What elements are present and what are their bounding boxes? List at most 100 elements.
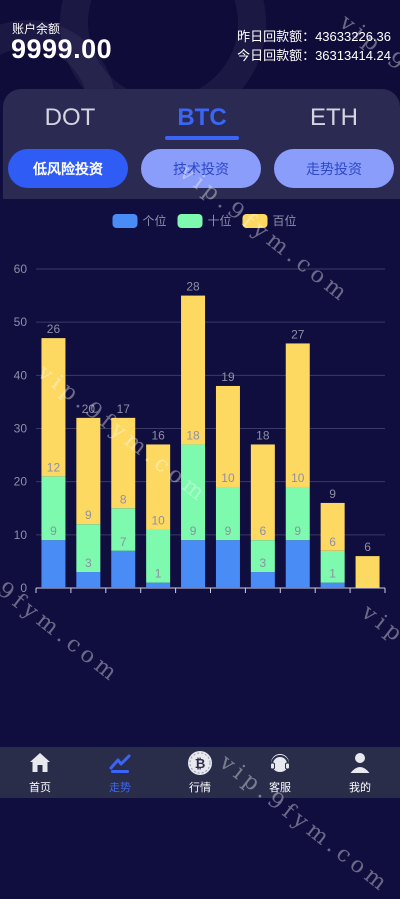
bar-segment (215, 486, 240, 541)
bar-segment (76, 572, 101, 588)
data-label: 9 (85, 508, 92, 522)
bar-segment (146, 582, 171, 588)
data-label: 9 (50, 524, 57, 538)
bar-segment (146, 529, 171, 583)
bar-segment (111, 508, 136, 551)
nav-item-service[interactable]: 客服 (240, 747, 320, 798)
bar-segment (285, 486, 310, 541)
bar-segment (215, 540, 240, 588)
legend-label: 百位 (273, 213, 297, 228)
tab-btc[interactable]: BTC (177, 104, 227, 131)
data-label: 20 (82, 402, 96, 416)
data-label: 3 (260, 556, 267, 570)
bottom-nav: 首页 走势 ₿ 行情 客服 我的 (0, 747, 400, 798)
user-icon (347, 750, 373, 776)
nav-label-home: 首页 (29, 782, 51, 794)
y-tick-label: 0 (20, 581, 27, 595)
nav-item-market[interactable]: ₿ 行情 (160, 747, 240, 798)
bar-segment (76, 417, 101, 525)
legend-label: 十位 (208, 213, 232, 228)
data-label: 10 (151, 514, 165, 528)
bar-segment (41, 338, 66, 477)
bar-segment (285, 540, 310, 588)
nav-item-trend[interactable]: 走势 (80, 747, 160, 798)
home-icon (27, 750, 53, 776)
bar-segment (111, 550, 136, 588)
data-label: 17 (117, 402, 131, 416)
nav-label-market: 行情 (189, 782, 211, 794)
return-stats: 昨日回款额：43633226.36 今日回款额：36313414.24 (237, 27, 391, 65)
bar-segment (215, 385, 240, 487)
data-label: 3 (85, 556, 92, 570)
data-label: 1 (329, 567, 336, 581)
y-tick-label: 50 (14, 315, 28, 329)
bar-segment (181, 444, 206, 541)
data-label: 6 (329, 535, 336, 549)
data-label: 19 (221, 370, 235, 384)
data-label: 6 (364, 540, 371, 554)
balance-label: 账户余额 (12, 22, 61, 36)
bar-segment (76, 524, 101, 573)
active-tab-indicator (165, 136, 239, 140)
chart-svg: 0102030405060912263920781711016918289101… (14, 213, 386, 595)
bar-segment (111, 417, 136, 509)
nav-item-home[interactable]: 首页 (0, 747, 80, 798)
trend-icon (107, 750, 133, 776)
currency-tab-panel: DOT BTC ETH 低风险投资 技术投资 走势投资 (3, 89, 400, 199)
bar-segment (181, 540, 206, 588)
y-tick-label: 20 (14, 475, 28, 489)
bar-segment (320, 550, 345, 583)
data-label: 9 (329, 487, 336, 501)
y-tick-label: 60 (14, 262, 28, 276)
data-label: 12 (47, 460, 61, 474)
technical-investment-button[interactable]: 技术投资 (141, 149, 261, 188)
bar-segment (250, 572, 275, 588)
legend-swatch (112, 214, 138, 228)
data-label: 6 (260, 524, 267, 538)
bar-segment (250, 444, 275, 541)
trend-investment-button[interactable]: 走势投资 (274, 149, 394, 188)
data-label: 18 (186, 428, 200, 442)
bar-segment (181, 295, 206, 445)
data-label: 10 (291, 471, 305, 485)
nav-label-profile: 我的 (349, 782, 371, 794)
data-label: 27 (291, 327, 305, 341)
bar-segment (320, 502, 345, 551)
account-header: 账户余额 9999.00 昨日回款额：43633226.36 今日回款额：363… (0, 0, 400, 100)
legend-swatch (242, 214, 268, 228)
data-label: 9 (225, 524, 232, 538)
bar-segment (355, 556, 380, 588)
y-tick-label: 10 (14, 528, 28, 542)
nav-label-service: 客服 (269, 782, 291, 794)
tab-dot[interactable]: DOT (44, 104, 96, 131)
y-tick-label: 30 (14, 422, 28, 436)
bar-segment (320, 582, 345, 588)
nav-item-profile[interactable]: 我的 (320, 747, 400, 798)
svg-text:₿: ₿ (195, 757, 206, 772)
low-risk-investment-button[interactable]: 低风险投资 (8, 149, 128, 188)
nav-label-trend: 走势 (109, 782, 131, 794)
bitcoin-icon: ₿ (187, 750, 213, 776)
data-label: 26 (47, 322, 61, 336)
data-label: 1 (155, 567, 162, 581)
data-label: 8 (120, 492, 127, 506)
bar-segment (250, 540, 275, 573)
today-return: 今日回款额：36313414.24 (237, 48, 391, 63)
bar-segment (41, 476, 66, 541)
legend-label: 个位 (143, 213, 167, 228)
balance-value: 9999.00 (11, 34, 113, 64)
data-label: 9 (190, 524, 197, 538)
data-label: 18 (256, 428, 270, 442)
bar-segment (41, 540, 66, 588)
tab-eth[interactable]: ETH (310, 104, 358, 131)
stacked-bar-chart: 0 10 20 30 40 50 60 9 12 26 3 9 20 7 8 17 1 10 16 9 18 28 9 10 1… (0, 199, 400, 747)
y-tick-label: 40 (14, 368, 28, 382)
data-label: 9 (294, 524, 301, 538)
yesterday-return: 昨日回款额：43633226.36 (237, 29, 391, 44)
data-label: 28 (186, 280, 200, 294)
bar-segment (146, 444, 171, 530)
legend-swatch (177, 214, 203, 228)
data-label: 16 (151, 428, 165, 442)
bar-segment (285, 343, 310, 487)
data-label: 7 (120, 535, 127, 549)
